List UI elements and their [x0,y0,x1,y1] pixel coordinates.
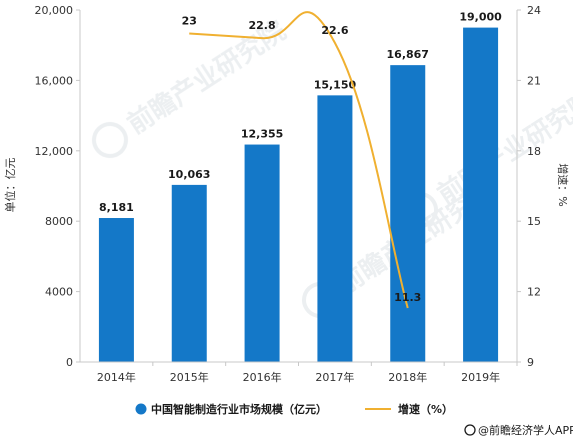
bar-value-label: 19,000 [459,11,502,24]
line-value-label: 11.3 [394,291,421,304]
bar-2018年 [390,65,426,362]
bar-data-labels: 8,181 10,063 12,355 15,150 16,867 19,000 [99,11,502,214]
bar-value-label: 10,063 [168,168,210,181]
x-tick-label: 2015年 [170,370,209,384]
bar-value-label: 15,150 [314,78,357,91]
y-axis-left-title: 单位：亿元 [3,158,17,213]
x-tick-label: 2019年 [461,370,500,384]
y-left-tick-label: 12,000 [35,145,74,158]
line-data-labels: 23 22.8 22.6 11.3 [182,14,422,304]
bar-value-label: 16,867 [387,48,429,61]
y-left-tick-label: 20,000 [35,4,74,17]
bar-series [98,27,499,363]
y-right-tick-label: 18 [527,145,541,158]
legend: 中国智能制造行业市场规模（亿元） 增速（%） [135,402,453,416]
bar-2015年 [171,184,207,362]
watermark-text-3: 前瞻产业研究院 [432,85,573,210]
x-tick-label: 2017年 [315,370,354,384]
credit: @前瞻经济学人APP [464,423,573,437]
x-tick-label: 2016年 [243,370,282,384]
legend-line-label: 增速（%） [398,402,453,416]
y-left-tick-label: 8000 [45,215,73,228]
y-right-tick-label: 12 [527,286,541,299]
line-value-label: 22.8 [249,19,276,32]
brand-logo-icon [464,424,476,436]
axes: 0 4000 8000 12,000 16,000 20,000 9 12 15 18 21 24 20… [35,4,542,384]
credit-text: @前瞻经济学人APP [478,423,573,437]
x-tick-label: 2018年 [388,370,427,384]
y-left-tick-label: 4000 [45,286,73,299]
legend-bar-marker [135,403,147,415]
legend-bar-label: 中国智能制造行业市场规模（亿元） [151,402,327,416]
y-left-tick-label: 16,000 [35,74,74,87]
y-right-tick-label: 24 [527,4,541,17]
bar-2014年 [98,218,134,362]
bar-value-label: 8,181 [99,201,134,214]
y-axis-right-title: 增速：% [556,163,570,206]
watermark-logo-icon [92,122,128,158]
y-left-tick-label: 0 [66,356,73,369]
y-right-tick-label: 21 [527,74,541,87]
y-right-tick-label: 15 [527,215,541,228]
bar-2019年 [463,27,499,362]
bar-2016年 [244,144,280,362]
x-tick-label: 2014年 [97,370,136,384]
bar-2017年 [317,95,353,363]
line-series [189,11,409,309]
bar-value-label: 12,355 [241,128,283,141]
line-value-label: 22.6 [321,24,348,37]
y-right-tick-label: 9 [527,356,534,369]
line-value-label: 23 [182,14,197,27]
growth-rate-line [189,11,409,309]
